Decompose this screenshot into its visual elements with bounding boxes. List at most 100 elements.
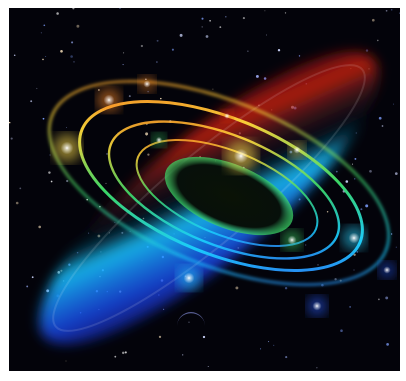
star: [334, 278, 337, 281]
star: [326, 211, 329, 213]
star: [371, 18, 375, 22]
orbit-ring-3: [107, 120, 341, 260]
star: [298, 55, 301, 57]
star: [385, 296, 389, 300]
star: [72, 8, 75, 10]
star: [235, 286, 239, 290]
star: [147, 153, 150, 156]
star: [209, 19, 211, 22]
star: [45, 56, 47, 57]
star: [398, 12, 400, 14]
space-illustration: [9, 8, 400, 369]
star: [73, 61, 75, 63]
star: [156, 39, 159, 42]
star: [284, 12, 287, 14]
star: [277, 48, 281, 52]
star: [386, 343, 389, 346]
star: [225, 15, 227, 18]
star: [9, 121, 11, 124]
flare-core: [60, 141, 74, 155]
star: [10, 137, 13, 140]
star: [340, 329, 343, 332]
star: [365, 49, 369, 52]
flare-core: [233, 148, 249, 164]
star: [349, 306, 351, 308]
star: [49, 154, 51, 156]
dark-core: [164, 156, 294, 236]
star: [105, 182, 107, 184]
light-flares: [53, 76, 395, 316]
flare-core: [312, 301, 322, 311]
star: [182, 354, 184, 356]
star: [266, 34, 268, 36]
star: [56, 12, 59, 15]
star: [65, 360, 67, 362]
star: [43, 24, 46, 27]
star: [31, 276, 34, 279]
star: [385, 9, 388, 12]
star: [36, 87, 38, 90]
flare-core: [348, 232, 360, 244]
star: [335, 170, 338, 173]
star: [353, 269, 355, 271]
star: [395, 246, 397, 248]
star: [15, 201, 19, 205]
star: [71, 41, 74, 44]
star: [188, 321, 190, 323]
crescent-moon: [177, 312, 205, 326]
star: [26, 285, 29, 288]
star: [66, 179, 69, 183]
star: [394, 172, 398, 175]
star: [70, 55, 73, 58]
star: [13, 54, 16, 56]
star: [19, 187, 22, 190]
star: [378, 116, 382, 120]
star: [264, 10, 266, 12]
star: [30, 100, 33, 103]
star: [356, 251, 359, 253]
star: [284, 286, 288, 290]
star: [354, 178, 356, 180]
flare-core: [287, 235, 297, 245]
star: [121, 351, 125, 355]
flare-core: [143, 80, 151, 88]
star: [160, 97, 162, 100]
star: [201, 26, 203, 28]
star: [42, 58, 44, 61]
star: [86, 198, 88, 201]
star: [42, 117, 45, 120]
star: [156, 61, 158, 63]
star: [263, 77, 267, 80]
star: [76, 24, 80, 28]
star: [48, 171, 51, 174]
starfield: [9, 8, 400, 369]
star: [119, 8, 121, 9]
star: [360, 208, 363, 211]
orbit-ring-outer: [48, 80, 390, 286]
star: [355, 132, 357, 134]
star: [140, 44, 144, 48]
star: [179, 33, 183, 37]
star: [60, 49, 63, 53]
star: [268, 341, 270, 343]
star: [123, 52, 125, 54]
star: [205, 35, 209, 38]
flare-core: [224, 113, 230, 119]
flare-core: [155, 136, 163, 144]
star: [305, 244, 307, 246]
star: [273, 344, 275, 346]
star: [369, 169, 372, 173]
star: [242, 17, 245, 20]
star: [354, 157, 357, 160]
star: [377, 39, 379, 42]
star: [260, 348, 262, 350]
star: [50, 180, 53, 183]
star: [316, 367, 318, 369]
star: [255, 74, 259, 78]
star: [207, 366, 209, 368]
star: [145, 132, 149, 136]
artwork-frame: [9, 8, 400, 371]
flare-core: [293, 146, 301, 154]
flare-core: [183, 272, 195, 284]
star: [65, 126, 68, 129]
